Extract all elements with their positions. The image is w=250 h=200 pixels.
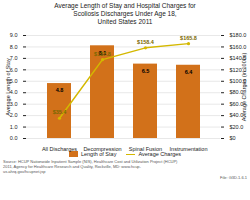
svg-text:$158.4: $158.4 [137,39,155,45]
svg-text:3.0: 3.0 [9,101,18,108]
svg-text:6.5: 6.5 [142,68,150,74]
svg-text:2.0: 2.0 [9,112,18,119]
svg-text:$140.0: $140.0 [229,55,247,62]
html-text:Average Charges: Average Charges [138,151,182,158]
svg-text:8.0: 8.0 [10,44,18,50]
svg-text:$100.0: $100.0 [229,78,247,85]
html-text:Average Length of Stay and Hos: Average Length of Stay and Hospital Char… [54,2,196,25]
svg-text:7.0: 7.0 [9,55,18,62]
svg-text:$60.0: $60.0 [229,101,244,108]
svg-text:$80.0: $80.0 [229,89,244,96]
svg-text:4.0: 4.0 [9,89,18,96]
svg-text:$0: $0 [230,136,236,142]
svg-text:0.0: 0.0 [10,136,18,142]
svg-text:6.4: 6.4 [185,70,194,76]
html-text:Source: HCUP Nationwide Inpati: Source: HCUP Nationwide Inpatient Sample… [3,159,178,175]
svg-text:Instrumentation: Instrumentation [170,147,208,153]
html-text:File: G3D.1.6.1: File: G3D.1.6.1 [220,175,247,181]
svg-text:Decompression: Decompression [83,147,121,153]
svg-text:$120.0: $120.0 [229,67,247,73]
svg-text:$137.8: $137.8 [94,51,111,57]
svg-text:$165.8: $165.8 [180,35,197,41]
svg-text:Spinal Fusion: Spinal Fusion [129,147,162,153]
svg-text:$20.0: $20.0 [230,124,244,130]
svg-text:9.0: 9.0 [10,33,18,39]
svg-text:$180.0: $180.0 [230,33,247,39]
svg-text:$35.4: $35.4 [53,110,68,116]
svg-text:4.8: 4.8 [56,88,64,94]
svg-text:5.0: 5.0 [9,78,18,85]
svg-text:1.0: 1.0 [10,124,18,130]
svg-text:Average Charges (in 1000s): Average Charges (in 1000s) [241,53,247,122]
svg-text:$40.0: $40.0 [229,112,244,119]
html-text:Length of Stay: Length of Stay [80,151,117,158]
svg-text:Average Length of Stay: Average Length of Stay [5,58,11,116]
svg-text:All Discharges: All Discharges [42,147,77,153]
svg-text:$160.0: $160.0 [230,44,247,50]
svg-text:6.0: 6.0 [9,67,18,73]
